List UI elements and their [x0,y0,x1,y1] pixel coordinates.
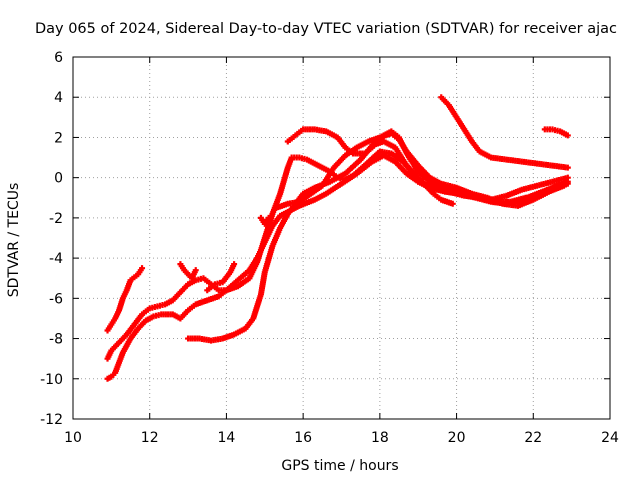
y-tick-label: 6 [54,50,63,66]
series-track-j [438,94,571,171]
y-tick-label: 2 [54,130,63,146]
y-axis-title: SDTVAR / TECUs [6,183,22,298]
x-tick-label: 22 [524,430,542,446]
x-axis: 10 12 14 16 18 20 22 24 [64,57,619,446]
y-tick-label: 0 [54,171,63,187]
y-tick-label: -8 [49,332,63,348]
series-track-b [104,265,146,334]
y-tick-label: -12 [40,412,63,428]
y-tick-label: -6 [49,291,63,307]
y-tick-label: -10 [40,372,63,388]
y-tick-label: 4 [54,90,63,106]
y-tick-label: -4 [49,251,63,267]
data-point [265,214,272,221]
chart-title: Day 065 of 2024, Sidereal Day-to-day VTE… [35,21,617,37]
data-point [564,164,571,171]
data-point [231,261,238,268]
x-axis-title: GPS time / hours [281,458,398,474]
data-point [139,265,146,272]
series-layer [104,94,571,382]
x-tick-label: 24 [601,430,619,446]
grid [73,57,610,419]
series-track-g [185,138,571,344]
series-track-k [541,126,571,139]
data-point [192,267,199,274]
y-tick-label: -2 [49,211,63,227]
data-point [564,132,571,139]
x-tick-label: 12 [141,430,159,446]
plot-frame [72,56,611,420]
series-track-i [257,214,272,227]
x-tick-label: 14 [218,430,236,446]
y-axis: -12 -10 -8 -6 -4 -2 0 2 4 6 [40,50,610,428]
series-track-a [104,152,571,382]
series-track-f [204,261,238,294]
x-tick-label: 16 [294,430,312,446]
x-tick-label: 18 [371,430,389,446]
data-point [560,182,567,189]
series-track-e [177,261,199,282]
x-tick-label: 20 [448,430,466,446]
x-tick-label: 10 [64,430,82,446]
series-track-c [104,148,456,362]
data-point [449,200,456,207]
series-track-h [273,130,567,211]
data-point [564,178,571,185]
